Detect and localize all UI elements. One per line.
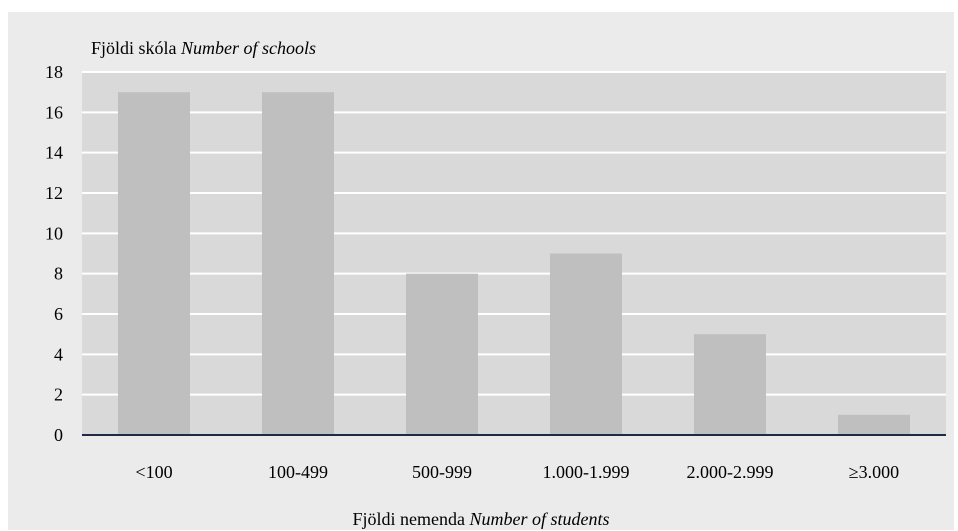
y-tick-label: 10: [45, 223, 63, 243]
y-tick-label: 14: [45, 143, 63, 163]
bar-5: [838, 414, 910, 435]
y-tick-label: 16: [45, 102, 63, 122]
bar-3: [550, 253, 622, 435]
x-tick-label: 2.000-2.999: [687, 462, 774, 482]
bars: [118, 92, 910, 436]
x-tick-label: <100: [135, 462, 172, 482]
y-tick-label: 18: [45, 62, 63, 82]
bar-4: [694, 334, 766, 435]
bar-1: [262, 92, 334, 436]
y-tick-label: 8: [54, 264, 63, 284]
x-tick-label: ≥3.000: [849, 462, 899, 482]
bar-2: [406, 273, 478, 435]
y-tick-label: 2: [54, 385, 63, 405]
y-tick-label: 6: [54, 304, 63, 324]
y-tick-label: 12: [45, 183, 63, 203]
x-axis-label-main: Fjöldi nemenda: [352, 509, 465, 529]
y-axis-label: Fjöldi skóla Number of schools: [91, 38, 316, 59]
x-axis-label: Fjöldi nemenda Number of students: [8, 509, 954, 530]
plot-area: [82, 72, 946, 435]
chart-figure: 0 2 4 6 8 10 12 14 16 18 <100 100-499 500-999 1.000-…: [8, 12, 954, 530]
bar-chart: 0 2 4 6 8 10 12 14 16 18 <100 100-499 500-999 1.000-…: [45, 62, 946, 482]
y-tick-labels: 0 2 4 6 8 10 12 14 16 18: [45, 62, 63, 445]
y-axis-label-italic: Number of schools: [181, 38, 317, 58]
bar-0: [118, 92, 190, 436]
x-tick-label: 1.000-1.999: [543, 462, 630, 482]
y-axis-label-main: Fjöldi skóla: [91, 38, 177, 58]
x-axis-label-italic: Number of students: [469, 509, 610, 529]
x-tick-label: 500-999: [412, 462, 472, 482]
x-tick-labels: <100 100-499 500-999 1.000-1.999 2.000-2.999…: [135, 462, 899, 482]
x-tick-label: 100-499: [268, 462, 328, 482]
gridlines: [82, 71, 946, 396]
y-tick-label: 4: [54, 344, 63, 364]
y-tick-label: 0: [54, 425, 63, 445]
